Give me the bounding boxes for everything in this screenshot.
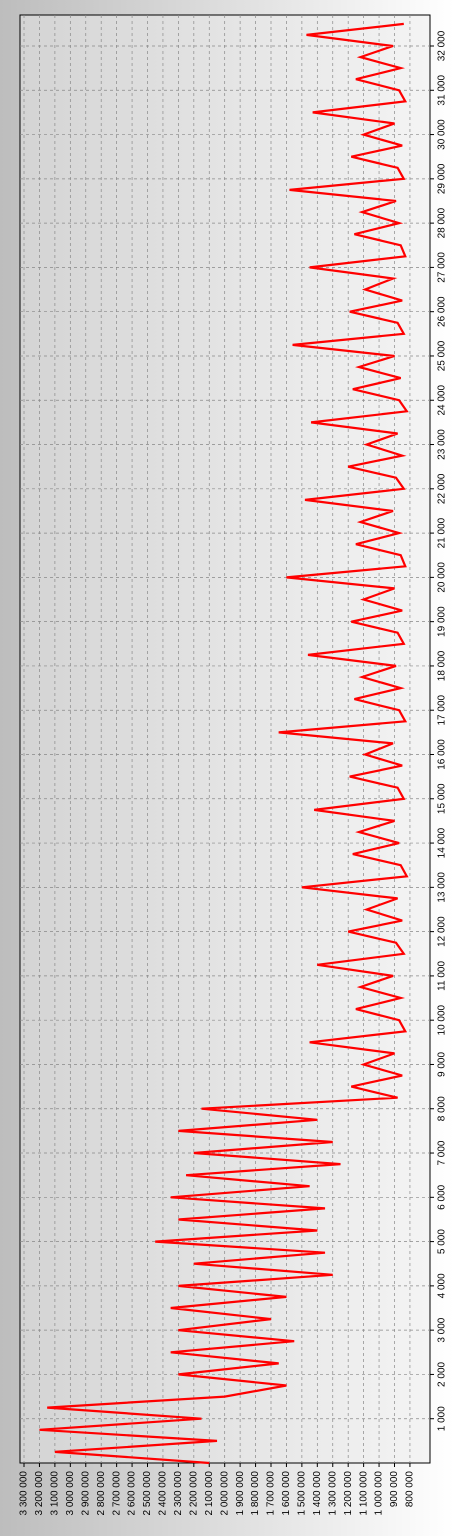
y-tick-label: 2 400 000 [158,1471,169,1516]
y-tick-label: 1 200 000 [343,1471,354,1516]
x-tick-label: 19 000 [437,606,448,637]
x-tick-label: 1 000 [437,1406,448,1431]
x-tick-label: 30 000 [437,119,448,150]
x-tick-label: 26 000 [437,296,448,327]
y-tick-label: 800 000 [405,1471,416,1508]
x-tick-label: 9 000 [437,1052,448,1077]
y-tick-label: 900 000 [389,1471,400,1508]
x-tick-label: 27 000 [437,252,448,283]
x-tick-label: 7 000 [437,1140,448,1165]
x-tick-label: 14 000 [437,827,448,858]
x-tick-label: 21 000 [437,517,448,548]
x-tick-label: 6 000 [437,1184,448,1209]
y-tick-label: 2 500 000 [142,1471,153,1516]
x-tick-label: 10 000 [437,1004,448,1035]
y-tick-label: 1 900 000 [235,1471,246,1516]
x-tick-label: 8 000 [437,1096,448,1121]
y-tick-label: 2 100 000 [204,1471,215,1516]
y-tick-label: 2 600 000 [127,1471,138,1516]
y-tick-label: 1 700 000 [266,1471,277,1516]
y-tick-label: 3 000 000 [65,1471,76,1516]
x-tick-label: 3 000 [437,1317,448,1342]
x-tick-label: 16 000 [437,739,448,770]
y-tick-label: 3 300 000 [19,1471,30,1516]
y-tick-label: 2 200 000 [188,1471,199,1516]
x-tick-label: 32 000 [437,30,448,61]
x-tick-label: 5 000 [437,1229,448,1254]
x-tick-label: 18 000 [437,650,448,681]
y-tick-label: 1 400 000 [312,1471,323,1516]
y-tick-label: 1 800 000 [250,1471,261,1516]
x-tick-label: 12 000 [437,916,448,947]
y-tick-label: 1 600 000 [281,1471,292,1516]
x-tick-label: 24 000 [437,385,448,416]
y-tick-label: 2 800 000 [96,1471,107,1516]
x-tick-label: 20 000 [437,562,448,593]
x-tick-label: 23 000 [437,429,448,460]
x-tick-label: 29 000 [437,163,448,194]
y-tick-label: 2 700 000 [111,1471,122,1516]
y-tick-label: 3 200 000 [34,1471,45,1516]
data-line [39,22,409,1465]
y-tick-label: 1 300 000 [327,1471,338,1516]
y-tick-label: 3 100 000 [50,1471,61,1516]
y-tick-label: 1 500 000 [297,1471,308,1516]
x-tick-label: 13 000 [437,872,448,903]
y-tick-label: 2 000 000 [219,1471,230,1516]
y-tick-label: 1 000 000 [374,1471,385,1516]
x-tick-label: 22 000 [437,473,448,504]
x-tick-label: 28 000 [437,207,448,238]
x-tick-label: 31 000 [437,75,448,106]
x-tick-label: 4 000 [437,1273,448,1298]
x-tick-label: 17 000 [437,694,448,725]
y-tick-label: 2 300 000 [173,1471,184,1516]
x-tick-label: 2 000 [437,1361,448,1386]
y-tick-label: 1 100 000 [358,1471,369,1516]
y-tick-label: 2 900 000 [80,1471,91,1516]
x-tick-label: 15 000 [437,783,448,814]
x-tick-label: 25 000 [437,340,448,371]
x-tick-label: 11 000 [437,961,448,991]
